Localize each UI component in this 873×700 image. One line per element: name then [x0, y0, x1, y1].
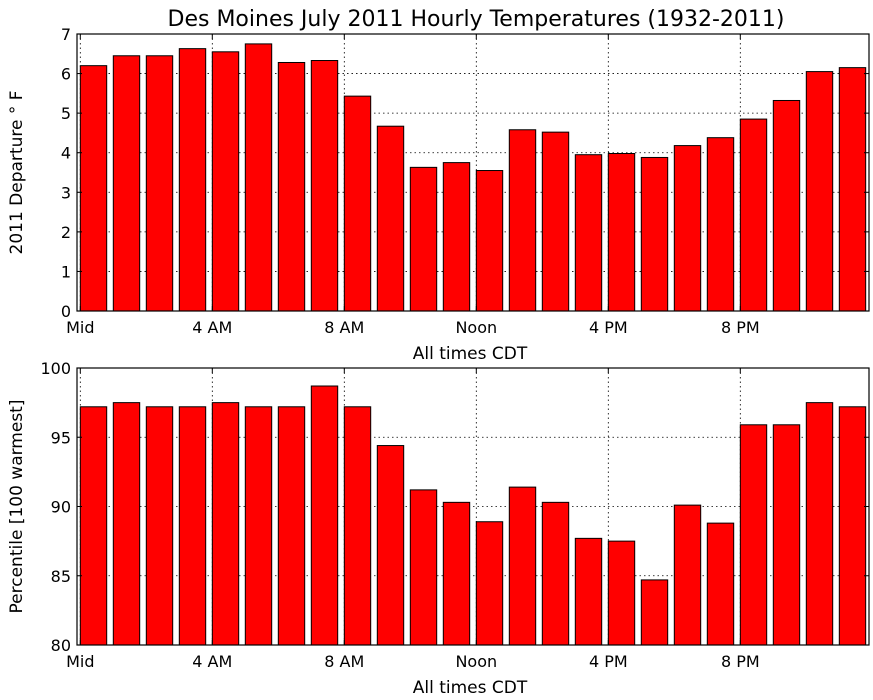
bar	[376, 125, 405, 312]
bar	[310, 385, 339, 646]
bar	[409, 166, 438, 312]
x-axis-label: All times CDT	[413, 678, 528, 698]
bar	[244, 406, 273, 646]
bar	[838, 406, 867, 646]
plot-frame	[76, 33, 870, 312]
x-tick-label: 8 PM	[721, 652, 760, 671]
x-tick-label: Noon	[455, 652, 497, 671]
y-tick-label: 95	[51, 428, 71, 447]
departure-panel: 0 1 2 3 4 5 6 7 Mid 4 AM 8 AM Noon 4 PM 8 PM All times…	[7, 25, 870, 364]
y-tick-label: 1	[61, 262, 71, 281]
bar	[541, 131, 570, 312]
bar	[706, 137, 735, 312]
bar	[178, 406, 207, 646]
bar	[211, 402, 240, 646]
y-tick-label: 85	[51, 567, 71, 586]
bar	[376, 445, 405, 646]
y-tick-label: 90	[51, 498, 71, 517]
bar	[112, 402, 141, 646]
bar	[442, 501, 471, 646]
bar	[343, 95, 372, 312]
chart-title: Des Moines July 2011 Hourly Temperatures…	[168, 7, 785, 32]
x-tick-label: Mid	[66, 652, 94, 671]
bar	[838, 67, 867, 312]
bar	[640, 156, 669, 312]
x-tick-label: 4 PM	[589, 318, 628, 337]
bar	[277, 406, 306, 646]
bar	[805, 402, 834, 646]
bar	[211, 51, 240, 312]
bar	[673, 504, 702, 646]
x-tick-label: 4 PM	[589, 652, 628, 671]
bar	[574, 537, 603, 646]
y-tick-label: 4	[61, 144, 71, 163]
y-tick-label: 6	[61, 65, 71, 84]
bar	[145, 55, 174, 312]
bar	[178, 48, 207, 312]
bar	[112, 55, 141, 312]
bar	[739, 424, 768, 646]
bar	[772, 424, 801, 646]
bar	[607, 540, 636, 646]
y-tick-label: 0	[61, 302, 71, 321]
x-tick-label: Mid	[66, 318, 94, 337]
bar	[541, 501, 570, 646]
bar	[508, 129, 537, 312]
bar	[79, 65, 108, 312]
y-tick-label: 2	[61, 223, 71, 242]
bar	[442, 162, 471, 312]
bar	[475, 170, 504, 312]
x-tick-label: 8 AM	[324, 318, 364, 337]
x-axis-label: All times CDT	[413, 344, 528, 364]
bar	[673, 145, 702, 312]
bar	[640, 579, 669, 646]
percentile-panel: 80 85 90 95 100 Mid 4 AM 8 AM Noon 4 PM 8 PM All ti…	[7, 359, 870, 698]
bar	[475, 521, 504, 646]
y-tick-label: 5	[61, 104, 71, 123]
y-tick-label: 80	[51, 636, 71, 655]
bar	[244, 43, 273, 312]
y-tick-label: 3	[61, 183, 71, 202]
bar	[706, 522, 735, 646]
bar	[277, 61, 306, 312]
bar	[508, 486, 537, 646]
bar	[739, 118, 768, 312]
bar	[343, 406, 372, 646]
y-axis-label: Percentile [100 warmest]	[7, 400, 27, 614]
y-tick-label: 7	[61, 25, 71, 44]
x-tick-label: Noon	[455, 318, 497, 337]
bar	[772, 99, 801, 312]
bar	[574, 154, 603, 312]
bar	[805, 71, 834, 312]
y-axis-label: 2011 Departure ° F	[7, 90, 27, 254]
bar	[409, 489, 438, 646]
x-tick-label: 8 AM	[324, 652, 364, 671]
x-tick-label: 4 AM	[192, 318, 232, 337]
y-tick-label: 100	[40, 359, 71, 378]
bar	[79, 406, 108, 646]
x-tick-label: 8 PM	[721, 318, 760, 337]
bar	[607, 153, 636, 312]
bar	[145, 406, 174, 646]
x-tick-label: 4 AM	[192, 652, 232, 671]
bar	[310, 60, 339, 312]
